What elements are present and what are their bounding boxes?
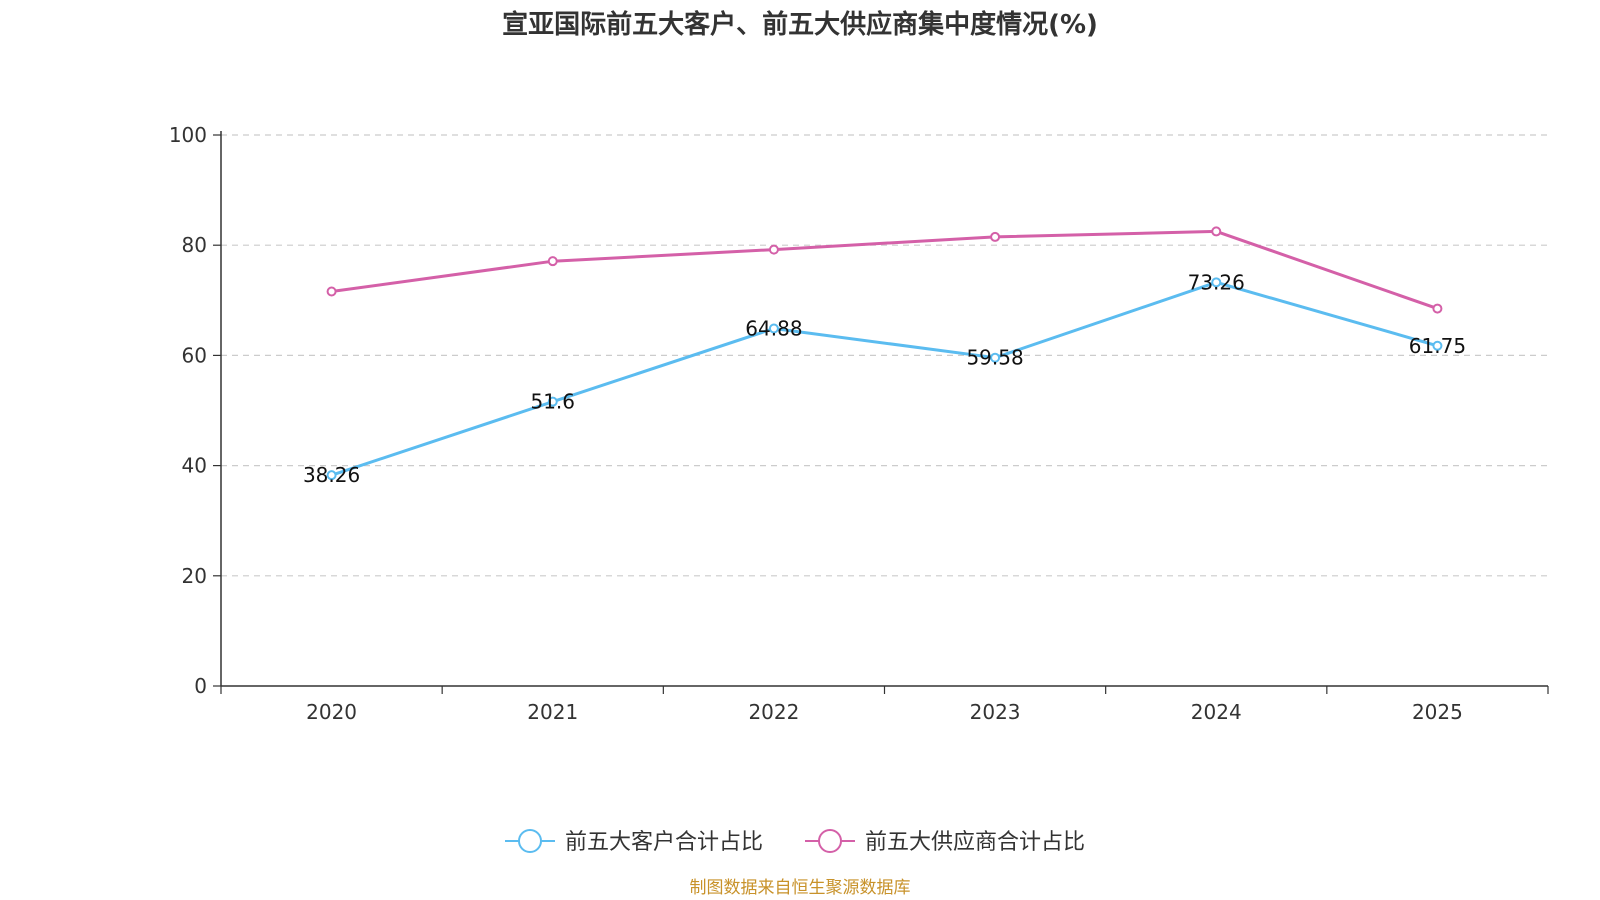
- x-tick-label-2025: 2025: [1412, 700, 1463, 724]
- point-suppliers-2024[interactable]: [1211, 226, 1222, 237]
- grid-layer: [221, 134, 1548, 577]
- point-suppliers-2021[interactable]: [547, 256, 558, 267]
- legend-customers-label: 前五大客户合计占比: [565, 830, 763, 855]
- x-tick-label-2021: 2021: [527, 700, 578, 724]
- legend-suppliers-marker: [818, 829, 842, 853]
- x-tick-label-2022: 2022: [748, 700, 799, 724]
- legend-customers-marker: [518, 829, 542, 853]
- point-customers-2025[interactable]: [1432, 340, 1443, 351]
- data-label-customers-2024: 73.26: [1188, 270, 1245, 294]
- label-layer: 38.26 51.6 64.88 59.58 73.26 61.75: [303, 270, 1466, 487]
- point-customers-2020[interactable]: [326, 470, 337, 481]
- y-tick-label-20: 20: [182, 564, 207, 588]
- series-line-customers: [331, 280, 1438, 477]
- y-tick-label-0: 0: [194, 674, 207, 698]
- data-label-customers-2023: 59.58: [966, 346, 1023, 370]
- y-tick-label-60: 60: [182, 343, 207, 367]
- data-label-customers-2021: 51.6: [530, 390, 575, 414]
- y-tick-label-80: 80: [182, 233, 207, 257]
- legend-item-customers[interactable]: 前五大客户合计占比: [505, 829, 763, 855]
- point-customers-2021[interactable]: [547, 396, 558, 407]
- data-label-customers-2020: 38.26: [303, 463, 360, 487]
- series-line-suppliers: [331, 229, 1438, 311]
- source-note: 制图数据来自恒生聚源数据库: [690, 878, 911, 898]
- point-suppliers-2025[interactable]: [1432, 303, 1443, 314]
- point-suppliers-2020[interactable]: [326, 286, 337, 297]
- y-tick-label-100: 100: [169, 123, 207, 147]
- x-tick-label-2024: 2024: [1191, 700, 1242, 724]
- point-suppliers-2023[interactable]: [990, 231, 1001, 242]
- axis-layer: 0 20 40 60 80 100 2020 2021 2022 2023 2024 2025: [169, 123, 1549, 724]
- legend-suppliers-label: 前五大供应商合计占比: [865, 830, 1085, 855]
- legend-item-suppliers[interactable]: 前五大供应商合计占比: [805, 829, 1085, 855]
- legend: 前五大客户合计占比 前五大供应商合计占比: [505, 829, 1085, 855]
- point-customers-2022[interactable]: [768, 323, 779, 334]
- series-layer: [326, 226, 1443, 481]
- point-customers-2023[interactable]: [990, 352, 1001, 363]
- chart-title: 宣亚国际前五大客户、前五大供应商集中度情况(%): [502, 9, 1098, 40]
- point-customers-2024[interactable]: [1211, 277, 1222, 288]
- data-label-customers-2022: 64.88: [745, 317, 802, 341]
- x-tick-label-2023: 2023: [970, 700, 1021, 724]
- data-label-customers-2025: 61.75: [1409, 334, 1466, 358]
- y-tick-label-40: 40: [182, 454, 207, 478]
- point-suppliers-2022[interactable]: [768, 244, 779, 255]
- x-tick-label-2020: 2020: [306, 700, 357, 724]
